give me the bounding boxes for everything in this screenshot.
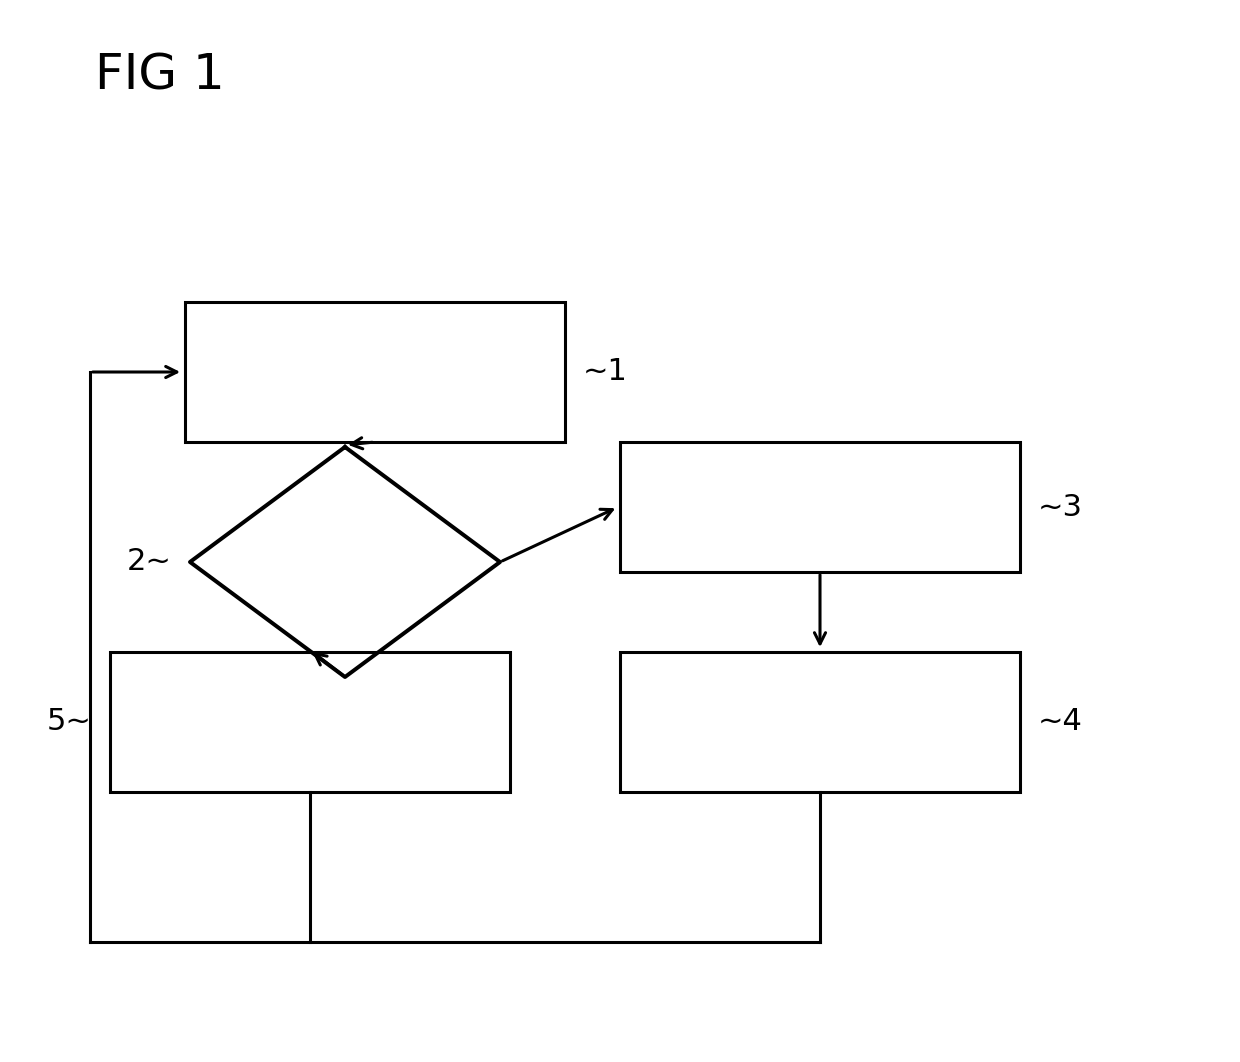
Text: 2~: 2~ xyxy=(128,548,172,577)
Text: ~3: ~3 xyxy=(1038,493,1083,521)
Bar xyxy=(620,652,1021,792)
Bar xyxy=(110,652,510,792)
Bar xyxy=(620,442,1021,572)
Bar xyxy=(185,302,565,442)
Text: ~1: ~1 xyxy=(583,358,627,387)
Text: 5~: 5~ xyxy=(47,707,92,737)
Text: FIG 1: FIG 1 xyxy=(95,52,224,100)
Text: ~4: ~4 xyxy=(1038,707,1083,737)
